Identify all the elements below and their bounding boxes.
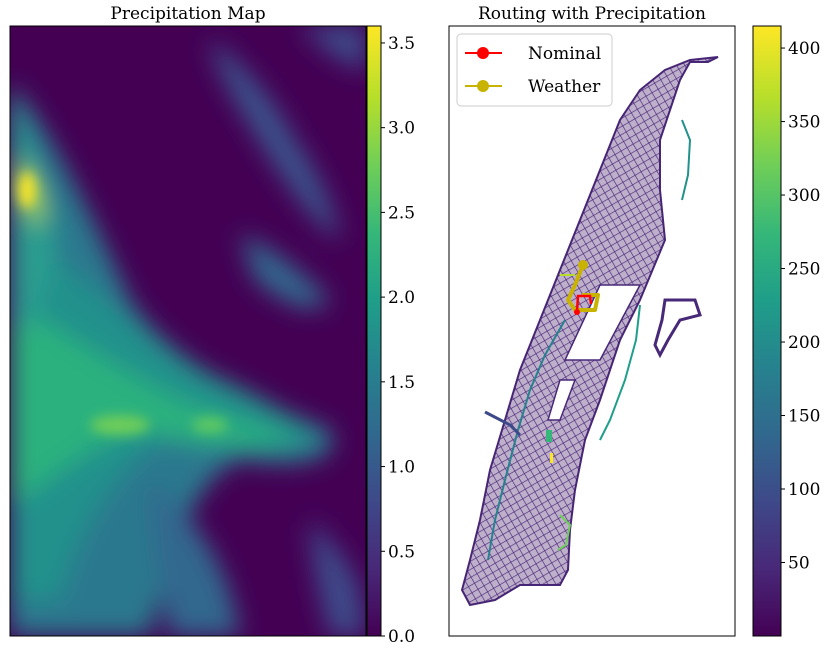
highway-segment-bright: [557, 514, 572, 551]
left-colorbar-tick-label: 0.0: [388, 627, 415, 647]
heatmap-highlights: [19, 172, 228, 435]
legend-weather-marker: [477, 80, 489, 92]
left-colorbar-tick-label: 1.0: [388, 458, 415, 478]
legend-weather-label: Weather: [528, 77, 601, 97]
hot-segment-1: [546, 430, 552, 442]
legend-nominal-marker: [477, 47, 489, 59]
reservoir: [546, 379, 577, 421]
right-colorbar-tick-label: 250: [788, 260, 820, 280]
right-colorbar: [752, 25, 782, 637]
left-axes-frame: [9, 25, 367, 637]
legend-nominal-label: Nominal: [528, 44, 601, 64]
hot-segment-2: [550, 453, 553, 463]
west-side-highway: [487, 319, 566, 561]
legend: Nominal Weather: [456, 33, 613, 107]
right-chart-title: Routing with Precipitation: [478, 4, 706, 24]
nominal-route: [575, 294, 593, 313]
left-chart-title: Precipitation Map: [110, 4, 265, 24]
right-colorbar-tick-label: 350: [788, 113, 820, 133]
fdr-drive-north: [681, 119, 692, 201]
pier-road: [484, 410, 522, 437]
weather-route-start-marker: [578, 260, 588, 270]
right-colorbar-tick-label: 300: [788, 186, 820, 206]
precipitation-heatmap: [10, 26, 366, 636]
left-colorbar-ticks: 0.0 0.5 1.0 1.5 2.0 2.5 3.0 3.5: [381, 34, 415, 647]
left-colorbar: [366, 25, 382, 637]
left-colorbar-tick-label: 0.5: [388, 542, 415, 562]
right-colorbar-tick-label: 400: [788, 39, 820, 59]
right-colorbar-tick-label: 50: [788, 554, 810, 574]
left-colorbar-tick-label: 2.0: [388, 288, 415, 308]
right-colorbar-ticks: 50 100 150 200 250 300 350 400: [781, 39, 820, 574]
nominal-route-marker: [574, 309, 580, 315]
left-colorbar-tick-label: 3.0: [388, 119, 415, 139]
street-network: [460, 56, 719, 607]
left-colorbar-tick-label: 1.5: [388, 373, 415, 393]
heatmap-blobs: [10, 26, 366, 636]
routes: [566, 260, 600, 315]
left-colorbar-tick-label: 3.5: [388, 34, 415, 54]
right-colorbar-tick-label: 150: [788, 407, 820, 427]
right-colorbar-tick-label: 100: [788, 480, 820, 500]
central-park: [563, 284, 642, 361]
right-colorbar-tick-label: 200: [788, 333, 820, 353]
roosevelt-island: [653, 298, 702, 359]
east-side-highway: [599, 304, 641, 441]
left-colorbar-tick-label: 2.5: [388, 203, 415, 223]
